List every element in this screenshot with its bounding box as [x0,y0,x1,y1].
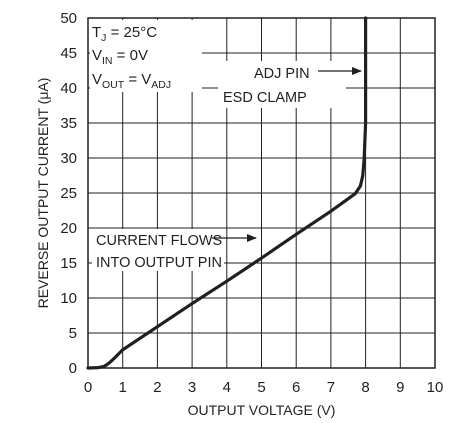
x-tick-label-2: 2 [153,379,161,396]
x-tick-label-0: 0 [84,379,92,396]
y-tick-label-1: 5 [69,325,77,342]
y-tick-label-0: 0 [69,360,77,377]
y-tick-label-7: 35 [60,115,77,132]
x-tick-label-10: 10 [427,379,444,396]
annotation-current-flows: CURRENT FLOWS INTO OUTPUT PIN [92,229,257,271]
y-tick-label-9: 45 [60,45,77,62]
x-axis-label: OUTPUT VOLTAGE (V) [188,402,336,418]
y-tick-label-5: 25 [60,185,77,202]
plot-frame [87,17,436,369]
y-tick-label-10: 50 [60,10,77,27]
annotation-flow-line2: INTO OUTPUT PIN [96,255,222,271]
annotation-adj-backdrop [218,61,346,108]
x-tick-label-9: 9 [396,379,404,396]
x-tick-label-6: 6 [292,379,300,396]
y-tick-labels: 0 5 10 15 20 25 30 35 40 45 50 [60,10,77,377]
annotation-flow-line1: CURRENT FLOWS [96,233,222,249]
x-tick-labels: 0 1 2 3 4 5 6 7 8 9 10 [84,379,444,396]
y-tick-label-4: 20 [60,220,77,237]
x-tick-label-8: 8 [361,379,369,396]
x-tick-label-5: 5 [257,379,265,396]
x-tick-label-3: 3 [188,379,196,396]
y-tick-label-6: 30 [60,150,77,167]
condition-tj: TJ = 25°C [92,24,157,44]
y-tick-label-3: 15 [60,255,77,272]
y-tick-label-8: 40 [60,80,77,97]
y-tick-label-2: 10 [60,290,77,307]
x-tick-label-7: 7 [327,379,335,396]
x-tick-label-4: 4 [223,379,231,396]
annotation-adj-line1: ADJ PIN [254,66,310,82]
conditions-backdrop [90,20,202,92]
series-line [86,16,368,370]
condition-vin: VIN = 0V [92,47,148,67]
annotation-adj-line2: ESD CLAMP [223,90,307,106]
conditions: TJ = 25°C VIN = 0V VOUT = VADJ [90,20,202,92]
annotation-flow-backdrop [92,229,224,271]
y-axis-label: REVERSE OUTPUT CURRENT (μA) [35,78,51,309]
x-tick-label-1: 1 [119,379,127,396]
annotation-adj-pin: ADJ PIN ESD CLAMP [218,61,362,108]
condition-vout: VOUT = VADJ [92,71,171,91]
